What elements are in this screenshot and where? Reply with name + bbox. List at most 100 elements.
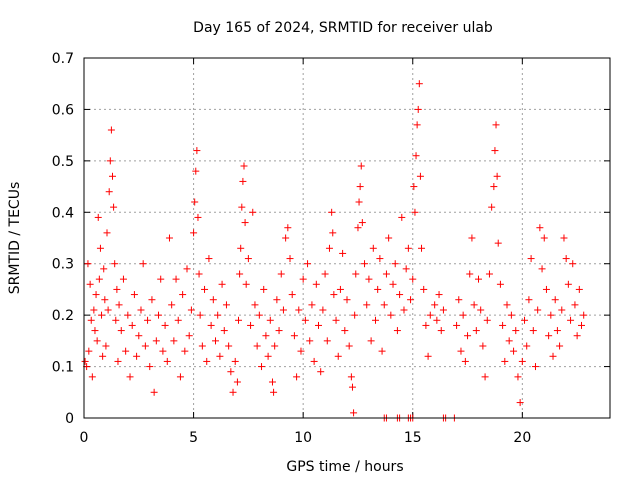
data-point — [365, 275, 373, 283]
data-point — [514, 373, 522, 381]
data-point — [235, 316, 243, 324]
data-point — [101, 296, 109, 304]
data-point — [328, 208, 336, 216]
data-point — [220, 327, 228, 335]
data-point — [412, 152, 420, 160]
y-tick-label: 0.2 — [52, 308, 74, 324]
data-point — [396, 291, 404, 299]
data-point — [258, 363, 266, 371]
data-point — [319, 306, 327, 314]
data-point — [562, 255, 570, 263]
data-point — [358, 219, 366, 227]
data-point — [491, 147, 499, 155]
data-point — [505, 337, 513, 345]
data-point — [483, 316, 491, 324]
data-point — [229, 388, 237, 396]
data-point — [529, 327, 537, 335]
data-point — [284, 224, 292, 232]
data-point — [242, 280, 250, 288]
data-point — [496, 280, 504, 288]
y-tick-label: 0.5 — [52, 154, 74, 170]
data-point — [475, 275, 482, 283]
data-point — [191, 198, 199, 206]
data-point — [85, 347, 93, 355]
data-point — [369, 244, 377, 252]
data-point — [315, 321, 323, 329]
data-point — [172, 275, 180, 283]
data-point — [470, 301, 478, 309]
data-point — [98, 311, 106, 319]
data-point — [493, 172, 501, 180]
data-point — [569, 260, 577, 268]
data-point — [168, 301, 176, 309]
data-point — [363, 301, 371, 309]
data-point — [415, 80, 423, 88]
data-point — [355, 198, 363, 206]
data-point — [356, 183, 364, 191]
data-point — [499, 321, 507, 329]
data-point — [398, 213, 406, 221]
data-point — [155, 311, 163, 319]
data-point — [558, 306, 566, 314]
data-point — [481, 373, 489, 381]
data-point — [241, 219, 249, 227]
data-point — [239, 177, 247, 185]
data-point — [277, 270, 285, 278]
data-point — [553, 327, 561, 335]
data-point — [301, 316, 309, 324]
data-point — [306, 337, 314, 345]
data-point — [271, 342, 279, 350]
data-point — [193, 147, 201, 155]
data-point — [321, 270, 329, 278]
data-point — [93, 337, 101, 345]
data-point — [137, 306, 145, 314]
data-point — [409, 275, 417, 283]
data-point — [251, 301, 259, 309]
data-point — [128, 321, 136, 329]
data-point — [238, 203, 246, 211]
data-point — [580, 311, 588, 319]
data-point — [253, 342, 261, 350]
data-point — [165, 234, 173, 242]
data-point — [279, 306, 287, 314]
data-point — [92, 291, 100, 299]
data-point — [512, 327, 520, 335]
data-point — [376, 255, 384, 263]
data-point — [148, 296, 156, 304]
data-point — [571, 301, 579, 309]
y-tick-label: 0 — [65, 411, 74, 427]
data-point — [380, 301, 388, 309]
data-point — [187, 306, 195, 314]
data-point — [521, 316, 529, 324]
grid-lines — [84, 58, 610, 418]
data-point — [312, 280, 320, 288]
data-point — [420, 285, 428, 293]
data-point — [181, 347, 189, 355]
y-tick-label: 0.1 — [52, 360, 74, 376]
data-point — [114, 357, 122, 365]
x-tick-label: 20 — [513, 430, 531, 446]
data-point — [100, 265, 108, 273]
data-point — [433, 316, 441, 324]
data-point — [418, 244, 426, 252]
data-point — [201, 285, 209, 293]
data-point — [323, 337, 331, 345]
data-point — [286, 255, 294, 263]
data-point — [507, 311, 515, 319]
data-point — [485, 270, 493, 278]
data-point — [461, 357, 469, 365]
data-point — [293, 373, 301, 381]
data-point — [352, 270, 360, 278]
data-point — [225, 342, 233, 350]
data-point — [299, 275, 307, 283]
data-point — [404, 244, 412, 252]
data-point — [536, 224, 544, 232]
data-point — [310, 357, 318, 365]
data-point — [391, 260, 399, 268]
data-point — [385, 234, 393, 242]
data-point — [354, 224, 362, 232]
data-point — [163, 357, 171, 365]
data-point — [244, 255, 252, 263]
data-point — [190, 229, 198, 237]
